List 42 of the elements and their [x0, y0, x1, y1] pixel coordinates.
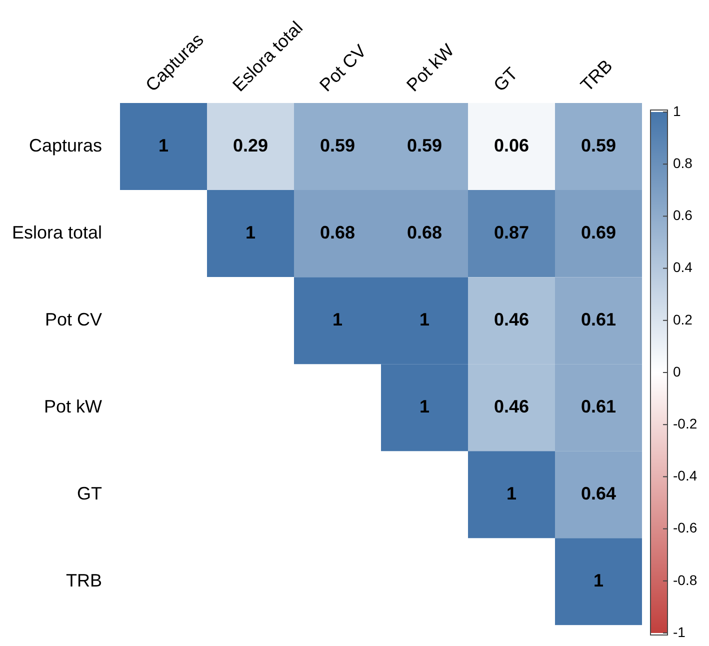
- data-label: 0.64: [580, 484, 616, 504]
- data-label: 1: [419, 396, 430, 417]
- data-label: 1: [332, 310, 343, 330]
- data-label: 0.68: [320, 222, 356, 243]
- data-label: 0.68: [406, 222, 442, 243]
- y-tick-label: TRB: [66, 570, 102, 591]
- data-label: 0.61: [580, 396, 616, 417]
- x-tick-label: Pot CV: [316, 40, 370, 96]
- color-bar-label: -1: [673, 624, 686, 640]
- y-tick-label: Eslora total: [12, 222, 102, 243]
- data-label: 1: [158, 135, 169, 156]
- x-tick-label: GT: [490, 64, 522, 96]
- y-tick-label: Capturas: [28, 135, 102, 156]
- y-tick-label: Pot kW: [44, 396, 102, 417]
- data-label: 0.06: [494, 135, 530, 156]
- data-label: 0.59: [406, 135, 442, 156]
- y-tick-label: Pot CV: [44, 310, 102, 330]
- color-bar-label: -0.2: [673, 415, 698, 432]
- data-label: 0.59: [580, 135, 616, 156]
- data-label: 1: [419, 310, 430, 330]
- data-label: 0.46: [494, 310, 530, 330]
- x-tick-label: TRB: [576, 56, 616, 96]
- data-label: 1: [245, 222, 256, 243]
- color-bar-label: -0.8: [673, 572, 698, 588]
- data-label: 0.87: [494, 222, 530, 243]
- color-bar-label: 0.2: [673, 311, 693, 328]
- data-label: 0.46: [494, 396, 530, 417]
- data-label: 0.61: [580, 310, 616, 330]
- y-tick-label: GT: [77, 484, 102, 504]
- color-bar-label: 0.6: [673, 207, 693, 224]
- color-bar-label: 0.4: [673, 259, 693, 276]
- color-bar-label: -0.6: [673, 520, 698, 536]
- color-bar-label: 0.8: [673, 154, 693, 171]
- data-label: 0.69: [580, 222, 616, 243]
- x-tick-label: Pot kW: [402, 40, 458, 96]
- data-label: 1: [506, 484, 517, 504]
- data-label: 0.29: [232, 135, 268, 156]
- color-bar-label: 0: [673, 363, 681, 380]
- color-bar-label: 1: [673, 102, 681, 119]
- color-bar-label: -0.4: [673, 468, 698, 484]
- data-label: 0.59: [320, 135, 356, 156]
- data-label: 1: [593, 570, 604, 591]
